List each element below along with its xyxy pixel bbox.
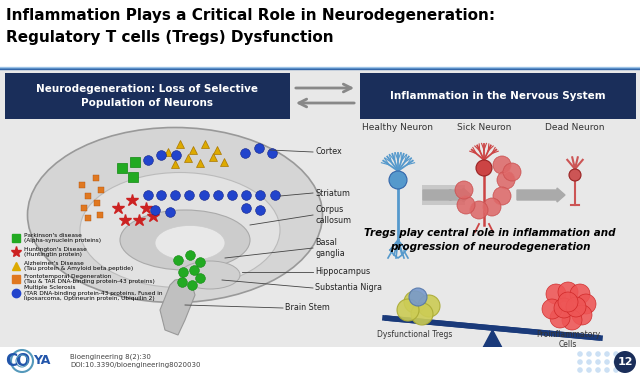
Circle shape (404, 291, 426, 313)
Circle shape (586, 359, 592, 365)
Text: O: O (15, 352, 29, 370)
Text: Neurodegeneration: Loss of Selective
Population of Neurons: Neurodegeneration: Loss of Selective Pop… (36, 84, 258, 108)
Text: Proinflammatory
Cells: Proinflammatory Cells (536, 330, 600, 349)
FancyBboxPatch shape (0, 0, 640, 68)
Text: Frontotemporal Degeneration
(Tau & TAR DNA-binding protein-43 proteins): Frontotemporal Degeneration (Tau & TAR D… (24, 274, 155, 284)
Circle shape (586, 367, 592, 373)
Circle shape (569, 169, 581, 181)
Circle shape (566, 297, 586, 317)
Circle shape (483, 198, 501, 216)
Circle shape (576, 294, 596, 314)
Text: Cortex: Cortex (315, 147, 342, 156)
Circle shape (409, 288, 427, 306)
Circle shape (493, 187, 511, 205)
Circle shape (570, 284, 590, 304)
Circle shape (476, 160, 492, 176)
Circle shape (558, 282, 578, 302)
Circle shape (604, 359, 610, 365)
Circle shape (613, 359, 619, 365)
Text: Parkinson's disease
(Alpha-synuclein proteins): Parkinson's disease (Alpha-synuclein pro… (24, 233, 101, 243)
Circle shape (577, 351, 583, 357)
Text: 12: 12 (617, 357, 633, 367)
Circle shape (497, 171, 515, 189)
Circle shape (455, 181, 473, 199)
FancyBboxPatch shape (422, 185, 465, 205)
FancyArrow shape (423, 188, 471, 202)
Text: Substantia Nigra: Substantia Nigra (315, 284, 382, 293)
Text: Corpus
callosum: Corpus callosum (315, 205, 351, 225)
Circle shape (493, 156, 511, 174)
Circle shape (389, 171, 407, 189)
Circle shape (418, 295, 440, 317)
Text: Dysfunctional Tregs: Dysfunctional Tregs (378, 330, 452, 339)
Text: Multiple Sclerosis
(TAR DNA-binding protein-43 proteins, Fused in
liposarcoma, O: Multiple Sclerosis (TAR DNA-binding prot… (24, 285, 163, 301)
Circle shape (470, 201, 488, 219)
Circle shape (542, 299, 562, 319)
Text: Huntington's Disease
(Huntingtin protein): Huntington's Disease (Huntingtin protein… (24, 247, 87, 258)
Circle shape (614, 351, 636, 373)
FancyBboxPatch shape (360, 73, 636, 119)
Circle shape (604, 367, 610, 373)
Circle shape (613, 351, 619, 357)
Circle shape (546, 284, 566, 304)
Circle shape (595, 367, 601, 373)
Circle shape (604, 351, 610, 357)
Circle shape (550, 308, 570, 328)
FancyBboxPatch shape (5, 73, 290, 119)
Circle shape (586, 351, 592, 357)
Circle shape (397, 299, 419, 321)
Ellipse shape (28, 127, 323, 303)
Text: Regulatory T cells (Tregs) Dysfunction: Regulatory T cells (Tregs) Dysfunction (6, 30, 333, 45)
Text: Basal
ganglia: Basal ganglia (315, 238, 345, 258)
Text: Alzheimer's Disease
(Tau protein & Amyloid beta peptide): Alzheimer's Disease (Tau protein & Amylo… (24, 261, 133, 271)
Text: C: C (5, 352, 17, 370)
Text: Hippocampus: Hippocampus (315, 267, 370, 276)
Text: Healthy Neuron: Healthy Neuron (362, 123, 433, 132)
Circle shape (572, 305, 592, 325)
Text: Inflammation Plays a Critical Role in Neurodegeneration:: Inflammation Plays a Critical Role in Ne… (6, 8, 495, 23)
Text: Tregs play central role in inflammation and
progression of neurodegeneration: Tregs play central role in inflammation … (364, 228, 616, 252)
Text: Bioengineering 8(2):30
DOI:10.3390/bioengineering8020030: Bioengineering 8(2):30 DOI:10.3390/bioen… (70, 353, 200, 368)
Text: Sick Neuron: Sick Neuron (457, 123, 511, 132)
Circle shape (554, 298, 574, 318)
Ellipse shape (155, 226, 225, 261)
FancyArrow shape (517, 188, 565, 202)
Circle shape (595, 351, 601, 357)
Text: Inflammation in the Nervous System: Inflammation in the Nervous System (390, 91, 606, 101)
Circle shape (558, 292, 578, 312)
Polygon shape (160, 278, 195, 335)
Circle shape (613, 367, 619, 373)
Circle shape (595, 359, 601, 365)
Text: Dead Neuron: Dead Neuron (545, 123, 605, 132)
Ellipse shape (180, 261, 240, 289)
Ellipse shape (120, 210, 250, 270)
Circle shape (562, 310, 582, 330)
Circle shape (457, 196, 475, 214)
Text: Striatum: Striatum (315, 188, 350, 197)
Circle shape (577, 359, 583, 365)
Circle shape (411, 303, 433, 325)
Text: Brain Stem: Brain Stem (285, 303, 330, 312)
Ellipse shape (80, 173, 280, 288)
FancyBboxPatch shape (0, 347, 640, 376)
Circle shape (503, 163, 521, 181)
Circle shape (577, 367, 583, 373)
Polygon shape (477, 330, 509, 360)
FancyArrow shape (385, 316, 600, 340)
Text: YA: YA (33, 355, 51, 367)
